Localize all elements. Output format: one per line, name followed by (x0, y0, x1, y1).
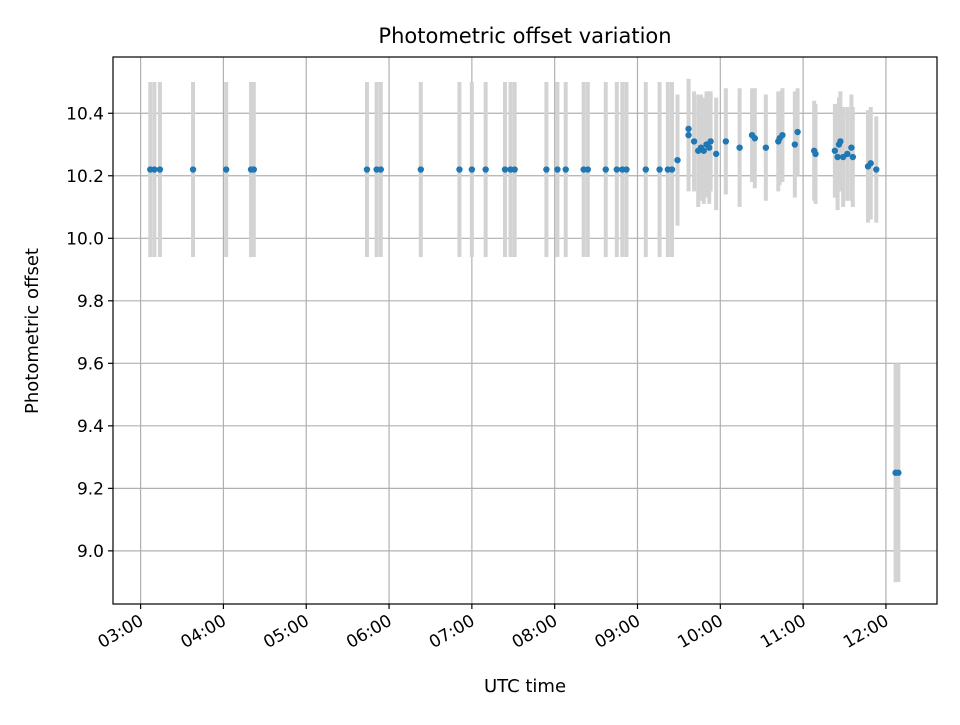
data-point (584, 166, 592, 173)
data-point (812, 150, 819, 158)
data-point (690, 138, 698, 145)
data-point (468, 166, 476, 173)
chart-title: Photometric offset variation (378, 24, 671, 48)
x-tick-label: 10:00 (674, 611, 726, 653)
data-point (794, 128, 801, 136)
data-point (751, 135, 759, 142)
x-tick-label: 03:00 (95, 611, 147, 653)
data-point (834, 153, 841, 161)
data-point (602, 166, 609, 173)
y-tick-label: 9.0 (77, 542, 104, 562)
x-tick-label: 05:00 (260, 611, 312, 653)
y-tick-label: 10.0 (66, 229, 104, 249)
data-point (736, 144, 743, 151)
y-tick-label: 10.2 (66, 167, 104, 187)
data-point (685, 125, 692, 133)
data-point (377, 166, 384, 173)
y-tick-label: 9.2 (77, 479, 104, 499)
x-tick-label: 11:00 (757, 611, 809, 653)
data-point (685, 131, 692, 139)
data-point (417, 166, 424, 173)
data-point (511, 166, 518, 173)
grid-lines (113, 57, 937, 604)
y-axis-title: Photometric offset (22, 248, 43, 414)
data-point (873, 166, 880, 173)
data-point (762, 144, 770, 151)
data-point (700, 147, 707, 154)
data-point (712, 150, 720, 158)
data-point (791, 141, 799, 148)
y-tick-label: 9.4 (77, 417, 104, 437)
data-point (543, 166, 550, 173)
error-bars (148, 78, 901, 583)
data-point (722, 138, 730, 145)
x-tick-label: 06:00 (343, 611, 395, 653)
data-point (554, 166, 561, 173)
x-tick-label: 07:00 (426, 611, 478, 653)
data-point (779, 131, 786, 139)
data-point (156, 166, 164, 173)
data-point (501, 166, 509, 173)
y-tick-label: 9.6 (77, 354, 104, 374)
y-tick-label: 10.4 (66, 104, 104, 124)
data-point (831, 147, 839, 154)
y-tick-label: 9.8 (77, 292, 104, 312)
data-point (363, 166, 371, 173)
plot-frame (112, 56, 938, 605)
data-point (848, 144, 855, 151)
data-point (895, 469, 902, 476)
data-point (849, 153, 857, 161)
data-point (562, 166, 569, 173)
data-point (456, 166, 463, 173)
data-point (623, 166, 630, 173)
x-tick-label: 04:00 (177, 611, 229, 653)
data-point (707, 138, 714, 145)
data-point (222, 166, 230, 173)
data-point (189, 166, 197, 173)
data-points (147, 125, 902, 476)
x-axis-title: UTC time (484, 676, 566, 697)
data-point (482, 166, 489, 173)
data-point (250, 166, 257, 173)
data-point (656, 166, 663, 173)
x-tick-label: 12:00 (840, 611, 892, 653)
data-point (837, 138, 844, 145)
data-point (844, 150, 851, 158)
data-point (613, 166, 620, 173)
x-tick-label: 09:00 (592, 611, 644, 653)
data-point (668, 166, 676, 173)
data-point (642, 166, 649, 173)
data-point (674, 156, 681, 164)
x-tick-label: 08:00 (509, 611, 561, 653)
data-point (867, 160, 874, 167)
data-point (706, 144, 713, 151)
x-axis-ticks: 03:00 04:00 05:00 06:00 07:00 08:00 09:00 10:00… (95, 604, 892, 653)
data-point (151, 166, 158, 173)
y-axis-ticks: 9.0 9.2 9.4 9.6 9.8 10.0 10.2 10.4 (66, 104, 113, 562)
